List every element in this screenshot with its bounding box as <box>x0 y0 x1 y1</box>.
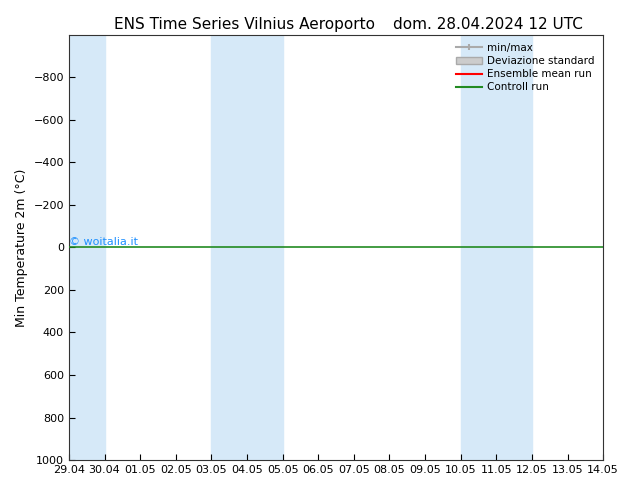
Text: © woitalia.it: © woitalia.it <box>69 237 138 247</box>
Bar <box>461 35 532 460</box>
Bar <box>69 35 105 460</box>
Text: ENS Time Series Vilnius Aeroporto: ENS Time Series Vilnius Aeroporto <box>114 17 375 32</box>
Y-axis label: Min Temperature 2m (°C): Min Temperature 2m (°C) <box>15 168 28 326</box>
Legend: min/max, Deviazione standard, Ensemble mean run, Controll run: min/max, Deviazione standard, Ensemble m… <box>453 40 598 96</box>
Bar <box>211 35 283 460</box>
Text: dom. 28.04.2024 12 UTC: dom. 28.04.2024 12 UTC <box>393 17 583 32</box>
